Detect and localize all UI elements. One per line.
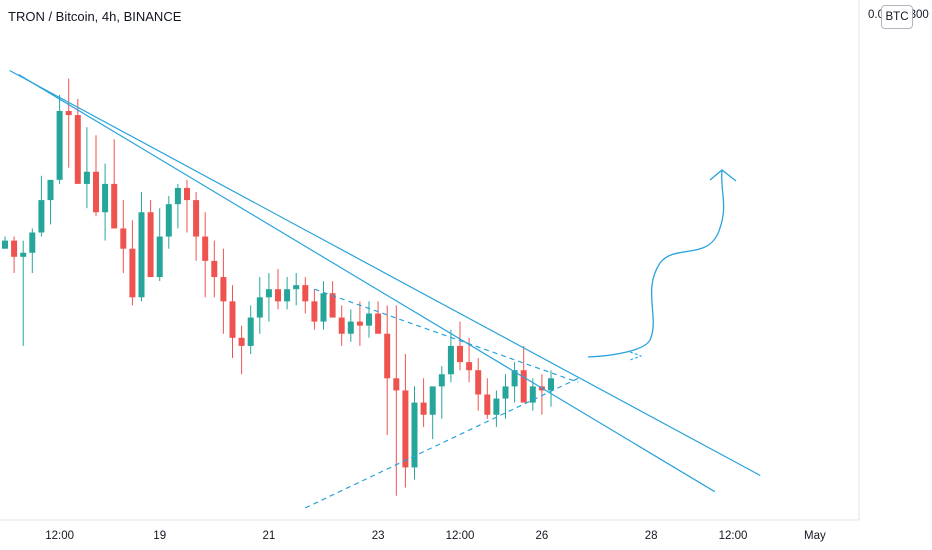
candle-body	[493, 398, 500, 415]
candle-body	[366, 313, 372, 326]
candle-body	[102, 183, 109, 213]
candle-body	[256, 297, 263, 318]
candle-body	[466, 362, 473, 371]
candle-body	[156, 236, 163, 278]
time-tick-label: May	[804, 530, 826, 542]
candle-body	[548, 378, 554, 391]
candle-body	[484, 394, 491, 415]
candle-body	[20, 252, 27, 257]
candle-body	[329, 293, 336, 318]
candle-body	[147, 212, 154, 278]
arrow-head-icon	[709, 169, 737, 182]
candle-body	[165, 204, 172, 237]
candle-body	[511, 370, 518, 387]
time-tick-label: 21	[263, 530, 276, 542]
candle-body	[11, 240, 18, 257]
candle-body	[202, 236, 209, 261]
time-tick-label: 19	[153, 530, 166, 542]
descending-trendline[interactable]	[9, 69, 761, 477]
candle-body	[184, 187, 190, 201]
candle-body	[83, 171, 90, 184]
candle-body	[29, 232, 36, 253]
candle-body	[393, 378, 400, 391]
candle-body	[229, 301, 236, 338]
candle-body	[347, 321, 354, 334]
candles	[2, 78, 554, 496]
candle-body	[247, 317, 254, 346]
candle-body	[520, 370, 527, 403]
candle-body	[2, 240, 8, 249]
candle-body	[74, 115, 81, 184]
candle-body	[47, 179, 54, 201]
candle-body	[302, 285, 309, 302]
candle-body	[174, 187, 181, 205]
candle-body	[447, 345, 454, 375]
candle-body	[120, 228, 127, 249]
candle-body	[138, 212, 145, 298]
candle-body	[56, 111, 63, 180]
dashed-arrow-head-icon	[629, 351, 643, 361]
candle-body	[420, 402, 427, 415]
candle-body	[338, 317, 345, 334]
triangle-line[interactable]	[314, 288, 579, 383]
candle-body	[429, 386, 436, 415]
candle-body	[111, 183, 118, 229]
time-tick-label: 12:00	[446, 530, 475, 542]
candle-body	[275, 289, 281, 302]
candle-body	[311, 301, 318, 322]
time-tick-label: 26	[536, 530, 549, 542]
candle-body	[93, 171, 99, 213]
time-tick-label: 12:00	[45, 530, 74, 542]
candle-body	[293, 285, 300, 290]
candle-body	[457, 345, 463, 363]
descending-trendline[interactable]	[18, 74, 716, 493]
trendlines[interactable]	[9, 69, 761, 509]
candle-body	[402, 390, 409, 468]
candle-body	[193, 200, 200, 237]
projection-arrow[interactable]	[587, 169, 737, 361]
candle-body	[375, 313, 382, 334]
candle-body	[238, 337, 245, 346]
price-axis[interactable]: 0.000003000.000002900.000002800.00000270…	[858, 0, 931, 520]
time-tick-label: 28	[645, 530, 658, 542]
candle-body	[502, 386, 509, 399]
candle-body	[220, 277, 227, 302]
candle-body	[320, 293, 327, 322]
candle-body	[284, 289, 291, 302]
time-axis[interactable]: 12:00 19 21 23 12:00 26 28 12:00 May	[0, 519, 859, 542]
candle-body	[529, 386, 536, 403]
time-tick-label: 23	[372, 530, 385, 542]
chart-title: TRON / Bitcoin, 4h, BINANCE	[8, 9, 182, 24]
candle-body	[356, 321, 363, 326]
time-tick-label: 12:00	[719, 530, 748, 542]
candle-body	[129, 248, 136, 298]
candle-body	[38, 200, 45, 233]
candle-body	[211, 260, 218, 278]
projection-path	[587, 169, 725, 358]
candle-body	[438, 374, 445, 387]
candle-body	[265, 289, 272, 298]
candle-body	[65, 111, 72, 116]
currency-badge[interactable]: BTC	[881, 5, 913, 29]
candle-body	[384, 333, 391, 379]
candle-body	[475, 370, 482, 395]
candle-body	[411, 402, 418, 468]
